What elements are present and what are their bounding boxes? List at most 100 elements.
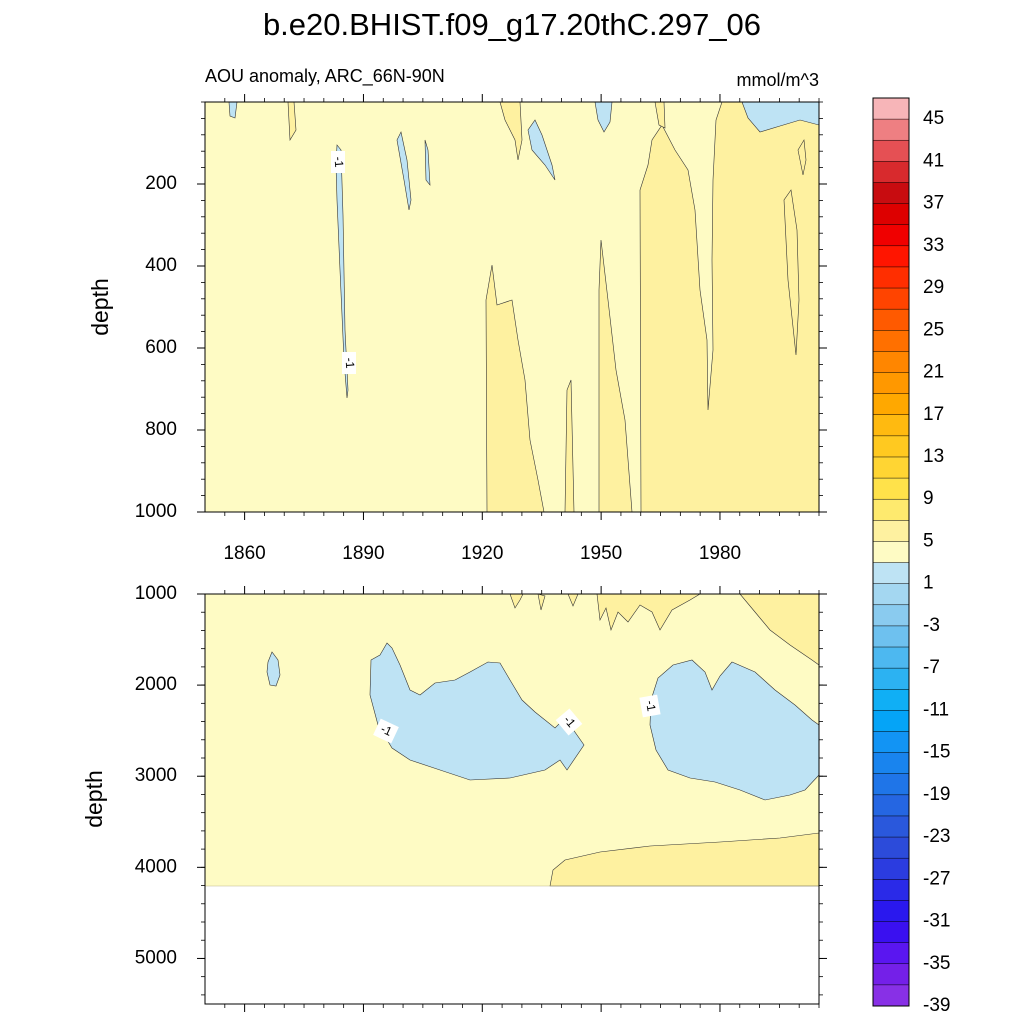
colorbar-label: -35 (923, 953, 950, 974)
colorbar-label: 1 (923, 573, 934, 594)
colorbar-label: 37 (923, 193, 944, 214)
upper-positive-region (639, 102, 819, 512)
x-tick-labels: 1860 1890 1920 1950 1980 (223, 543, 741, 564)
y-tick-label: 3000 (135, 765, 177, 786)
colorbar-swatch (873, 731, 909, 753)
upper-positive-region (287, 102, 297, 141)
y-tick-label: 200 (145, 173, 177, 194)
colorbar-swatch (873, 879, 909, 901)
colorbar-label: 21 (923, 362, 944, 383)
colorbar-swatch (873, 203, 909, 225)
upper-negative-region (594, 102, 613, 133)
colorbar-swatch (873, 794, 909, 817)
upper-negative-region (527, 119, 556, 181)
colorbar-swatch (873, 773, 909, 796)
y-tick-label: 400 (145, 255, 177, 276)
lower-positive-region (739, 594, 819, 666)
colorbar-swatch (873, 330, 909, 352)
colorbar-swatch (873, 98, 909, 120)
contour-label-box (639, 694, 661, 718)
contour-label: -1 (342, 357, 357, 369)
chart-title: b.e20.BHIST.f09_g17.20thC.297_06 (263, 7, 761, 42)
upper-positive-region (783, 189, 800, 356)
lower-axis-ticks (197, 586, 827, 1012)
colorbar-swatch (873, 414, 909, 437)
colorbar-swatch (873, 224, 909, 247)
colorbar-swatch (873, 372, 909, 394)
colorbar-swatch (873, 837, 909, 859)
y-tick-label: 5000 (135, 947, 177, 968)
upper-negative-region (741, 102, 819, 133)
colorbar-swatch (873, 710, 909, 732)
colorbar-label: -11 (923, 699, 949, 720)
colorbar-label: 13 (923, 446, 944, 467)
upper-positive-region (485, 264, 545, 512)
x-tick-label: 1890 (342, 543, 384, 564)
upper-positive-region (797, 139, 807, 176)
colorbar-label: 33 (923, 235, 944, 256)
colorbar-swatch (873, 942, 909, 965)
colorbar-label: 45 (923, 108, 944, 129)
contour-label-box (331, 151, 345, 173)
upper-positive-region (654, 102, 666, 129)
x-tick-label: 1860 (223, 543, 265, 564)
colorbar-swatch (873, 815, 909, 838)
colorbar-swatch (873, 499, 909, 521)
colorbar (872, 97, 910, 1007)
colorbar-label: -31 (923, 911, 950, 932)
colorbar-swatch (873, 182, 909, 204)
y-tick-label: 600 (145, 337, 177, 358)
y-tick-label: 4000 (135, 856, 177, 877)
upper-plot-frame (204, 101, 820, 513)
colorbar-label: 9 (923, 488, 934, 509)
colorbar-swatch (873, 963, 909, 986)
left-subtitle: AOU anomaly, ARC_66N-90N (205, 66, 445, 87)
upper-positive-region (499, 102, 523, 161)
x-tick-label: 1920 (461, 543, 503, 564)
colorbar-swatch (873, 393, 909, 416)
colorbar-swatch (873, 435, 909, 458)
contour-label-box (373, 718, 399, 744)
colorbar-swatch (873, 456, 909, 479)
colorbar-swatch (873, 984, 909, 1007)
colorbar-label: -15 (923, 742, 950, 763)
colorbar-swatch (873, 266, 909, 289)
colorbar-label: -19 (923, 784, 950, 805)
colorbar-swatch (873, 752, 909, 775)
units-label: mmol/m^3 (737, 70, 819, 90)
x-tick-label: 1980 (699, 543, 741, 564)
colorbar-swatch (873, 689, 909, 711)
colorbar-swatch (873, 119, 909, 141)
colorbar-label: 29 (923, 277, 944, 298)
colorbar-label: -27 (923, 868, 950, 889)
upper-negative-region (396, 131, 412, 211)
colorbar-swatch (873, 520, 909, 542)
colorbar-swatch (873, 562, 909, 584)
colorbar-label: -7 (923, 657, 940, 678)
lower-negative-region (266, 651, 281, 687)
colorbar-swatch (873, 245, 909, 268)
lower-positive-region (549, 832, 819, 887)
colorbar-label: -39 (923, 995, 950, 1016)
contour-label: -1 (643, 699, 659, 712)
colorbar-swatch (873, 140, 909, 162)
colorbar-label: -23 (923, 826, 950, 847)
colorbar-labels: 45 41 37 33 29 25 21 17 13 9 5 1 -3 -7 -11 -15 -19 -23 -27… (923, 108, 950, 1016)
upper-negative-region (228, 102, 238, 119)
colorbar-frame (872, 97, 910, 1007)
colorbar-swatch (873, 161, 909, 183)
y-tick-label: 1000 (135, 583, 177, 604)
colorbar-swatch (873, 288, 909, 310)
lower-missing-region (205, 886, 819, 1004)
colorbar-swatch (873, 478, 909, 500)
colorbar-swatch (873, 921, 909, 943)
upper-panel: -1 -1 (205, 102, 819, 512)
upper-negative-region (424, 139, 431, 186)
contour-label: -1 (331, 156, 346, 168)
upper-positive-region (598, 239, 633, 512)
upper-positive-region (564, 379, 575, 512)
lower-y-tick-labels: 1000 2000 3000 4000 5000 (135, 583, 177, 968)
colorbar-swatch (873, 858, 909, 880)
colorbar-swatch (873, 583, 909, 606)
colorbar-label: 25 (923, 319, 944, 340)
